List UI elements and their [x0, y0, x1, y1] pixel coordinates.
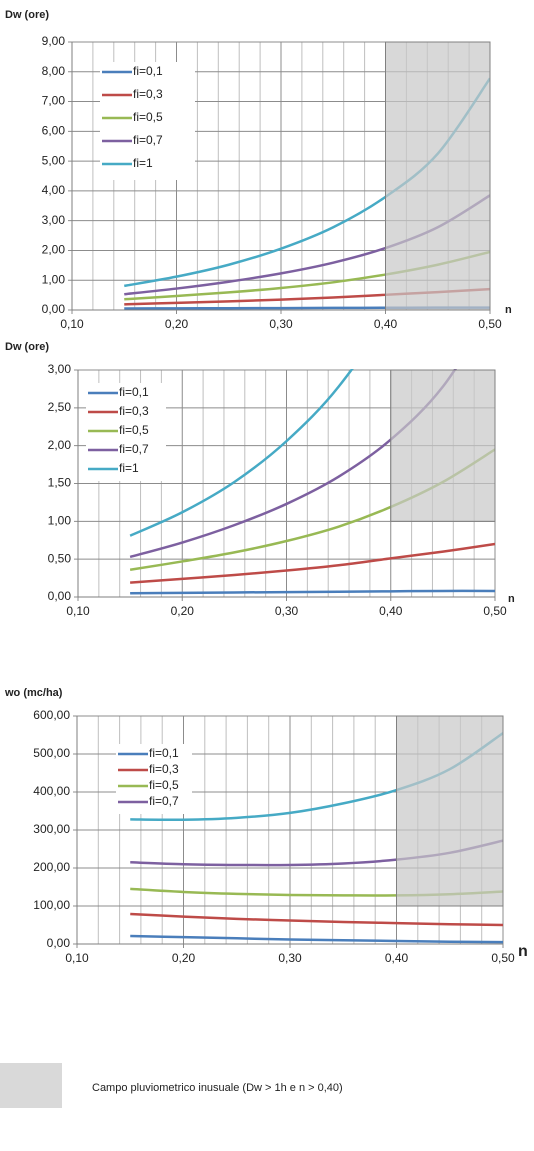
- y-tick-label: 300,00: [33, 822, 70, 836]
- legend-label: fi=0,5: [119, 423, 149, 437]
- y-tick-label: 0,50: [48, 551, 72, 565]
- y-tick-label: 1,50: [48, 476, 72, 490]
- y-tick-label: 0,00: [47, 936, 71, 950]
- legend-label: fi=1: [133, 156, 153, 170]
- x-tick-label: 0,30: [269, 317, 293, 331]
- legend-label: fi=0,1: [119, 385, 149, 399]
- y-axis-title: wo (mc/ha): [4, 687, 63, 699]
- y-axis-title: Dw (ore): [5, 341, 49, 353]
- x-tick-label: 0,30: [275, 604, 299, 618]
- y-tick-label: 1,00: [42, 272, 66, 286]
- y-tick-label: 6,00: [42, 124, 66, 138]
- shaded-region: [385, 41, 491, 311]
- legend-label: fi=0,1: [149, 746, 179, 760]
- legend-label: fi=0,1: [133, 64, 163, 78]
- y-tick-label: 400,00: [33, 784, 70, 798]
- x-tick-label: 0,20: [172, 951, 196, 965]
- x-tick-label: 0,10: [66, 604, 90, 618]
- x-tick-label: 0,20: [165, 317, 189, 331]
- y-tick-label: 2,50: [48, 400, 72, 414]
- y-tick-label: 3,00: [48, 362, 72, 376]
- y-tick-label: 3,00: [42, 213, 66, 227]
- legend-label: fi=0,7: [119, 442, 149, 456]
- y-tick-label: 500,00: [33, 746, 70, 760]
- x-axis-title: n: [508, 593, 515, 605]
- x-tick-label: 0,50: [491, 951, 515, 965]
- x-tick-label: 0,50: [483, 604, 507, 618]
- x-tick-label: 0,10: [65, 951, 89, 965]
- legend-label: fi=0,3: [149, 762, 179, 776]
- shaded-region: [396, 715, 504, 907]
- y-tick-label: 7,00: [42, 94, 66, 108]
- y-tick-label: 600,00: [33, 708, 70, 722]
- x-axis-title: n: [518, 943, 528, 960]
- y-tick-label: 2,00: [48, 438, 72, 452]
- x-tick-label: 0,40: [385, 951, 409, 965]
- y-tick-label: 4,00: [42, 183, 66, 197]
- y-tick-label: 8,00: [42, 64, 66, 78]
- x-tick-label: 0,40: [374, 317, 398, 331]
- legend-label: fi=1: [119, 461, 139, 475]
- line-series: [130, 934, 503, 944]
- line-series: [130, 912, 503, 927]
- shaded-region: [390, 369, 496, 522]
- line-series: [130, 542, 495, 584]
- y-tick-label: 1,00: [48, 514, 72, 528]
- y-tick-label: 200,00: [33, 860, 70, 874]
- x-tick-label: 0,40: [379, 604, 403, 618]
- legend-box: [100, 62, 195, 180]
- legend-label: fi=0,5: [149, 778, 179, 792]
- y-tick-label: 100,00: [33, 898, 70, 912]
- note-swatch: [0, 1063, 62, 1108]
- legend-label: fi=0,3: [119, 404, 149, 418]
- note-text: Campo pluviometrico inusuale (Dw > 1h e …: [92, 1082, 343, 1094]
- x-tick-label: 0,20: [171, 604, 195, 618]
- x-axis-title: n: [505, 304, 512, 316]
- legend-label: fi=0,3: [133, 87, 163, 101]
- y-tick-label: 5,00: [42, 153, 66, 167]
- y-tick-label: 2,00: [42, 243, 66, 257]
- line-series: [130, 589, 495, 595]
- y-axis-title: Dw (ore): [5, 9, 49, 21]
- line-series: [129, 369, 354, 537]
- x-tick-label: 0,30: [278, 951, 302, 965]
- legend-label: fi=0,7: [133, 133, 163, 147]
- y-tick-label: 0,00: [42, 302, 66, 316]
- y-tick-label: 0,00: [48, 589, 72, 603]
- x-tick-label: 0,10: [60, 317, 84, 331]
- y-tick-label: 9,00: [42, 34, 66, 48]
- legend-label: fi=0,5: [133, 110, 163, 124]
- legend-label: fi=0,7: [149, 794, 179, 808]
- x-tick-label: 0,50: [478, 317, 502, 331]
